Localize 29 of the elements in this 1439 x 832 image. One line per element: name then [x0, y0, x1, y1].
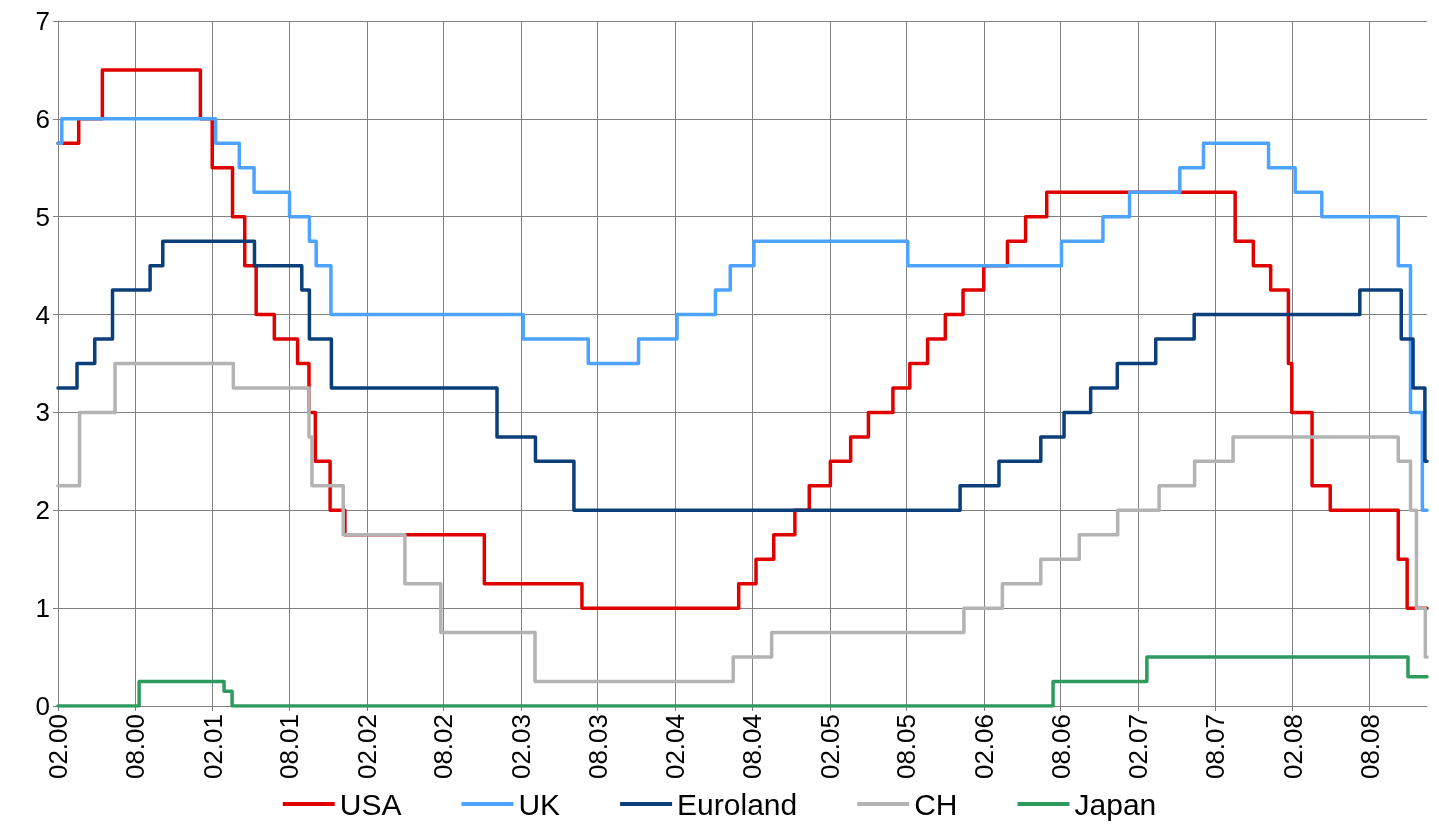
y-tick-label: 3 [35, 397, 50, 428]
x-tick-label: 08.02 [428, 714, 459, 780]
legend-label: CH [914, 787, 958, 821]
x-tick-label: 08.01 [274, 714, 305, 780]
legend-label: Euroland [677, 787, 798, 821]
x-tick-label: 02.01 [197, 714, 228, 780]
y-tick-label: 4 [35, 299, 50, 330]
x-tick-label: 08.03 [582, 714, 613, 780]
x-tick-label: 02.04 [660, 714, 691, 780]
x-tick-label: 08.06 [1045, 714, 1076, 780]
legend-label: USA [339, 787, 402, 821]
x-tick-label: 02.07 [1123, 714, 1154, 780]
x-tick-label: 02.02 [351, 714, 382, 780]
x-tick-label: 02.05 [814, 714, 845, 780]
x-tick-label: 02.06 [969, 714, 1000, 780]
x-tick-label: 02.08 [1277, 714, 1308, 780]
y-tick-label: 1 [35, 593, 50, 624]
y-tick-label: 5 [35, 201, 50, 232]
legend-label: UK [518, 787, 561, 821]
x-tick-label: 08.00 [119, 714, 150, 780]
y-tick-label: 2 [35, 495, 50, 526]
x-tick-label: 08.08 [1354, 714, 1385, 780]
x-tick-label: 02.03 [506, 714, 537, 780]
legend-label: Japan [1074, 787, 1157, 821]
x-tick-label: 08.04 [737, 714, 768, 780]
y-tick-label: 6 [35, 103, 50, 134]
x-tick-label: 08.05 [891, 714, 922, 780]
y-tick-label: 7 [35, 6, 50, 36]
x-tick-label: 08.07 [1199, 714, 1230, 780]
